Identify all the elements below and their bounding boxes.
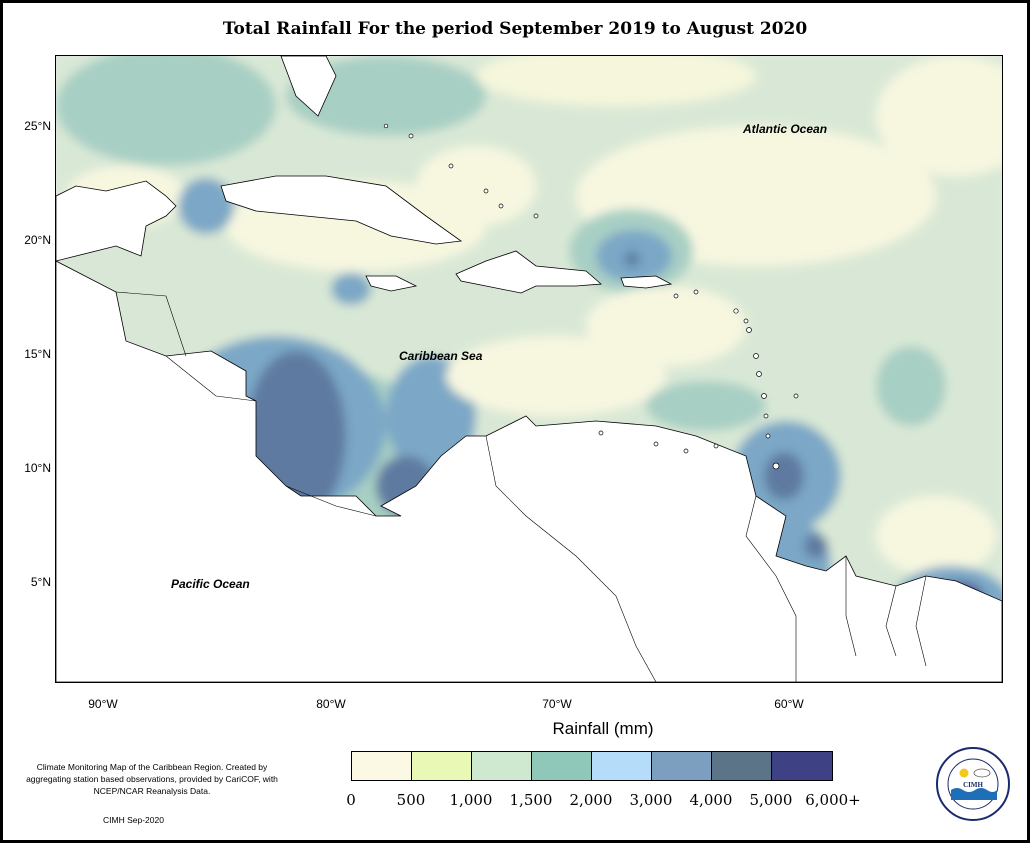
caribbean-sea-label: Caribbean Sea [399, 349, 483, 363]
country-borders [115, 291, 927, 682]
logo-text: CIMH [963, 781, 983, 789]
lat-label-15n: 15°N [24, 347, 51, 361]
legend-tick-1500: 1,500 [509, 791, 553, 809]
lat-label-10n: 10°N [24, 461, 51, 475]
rainfall-map [56, 56, 1002, 682]
map-title: Total Rainfall For the period September … [222, 19, 808, 39]
lesser-antilles [383, 123, 799, 470]
map-frame [55, 55, 1003, 683]
lon-label-90w: 90°W [88, 697, 118, 711]
water-icon [951, 788, 997, 800]
lat-label-5n: 5°N [30, 575, 51, 589]
legend-tick-2000: 2,000 [569, 791, 613, 809]
legend-swatch-3 [472, 752, 532, 780]
legend-swatch-5 [592, 752, 652, 780]
legend-tick-4000: 4,000 [689, 791, 733, 809]
legend-swatch-1 [352, 752, 412, 780]
legend-tick-500: 500 [396, 791, 426, 809]
legend-title: Rainfall (mm) [552, 719, 654, 738]
pacific-ocean-label: Pacific Ocean [171, 577, 250, 591]
cloud-icon [973, 768, 991, 778]
cimh-logo: CIMH [936, 747, 1010, 821]
lon-label-80w: 80°W [316, 697, 346, 711]
legend-swatch-6 [652, 752, 712, 780]
legend-tick-1000: 1,000 [449, 791, 493, 809]
land-masses [56, 56, 1002, 682]
lon-label-70w: 70°W [542, 697, 572, 711]
atlantic-ocean-label: Atlantic Ocean [743, 122, 828, 136]
sun-icon [959, 768, 969, 778]
lat-label-25n: 25°N [24, 119, 51, 133]
credit-date: CIMH Sep-2020 [103, 815, 164, 825]
legend-swatch-7 [712, 752, 772, 780]
legend-tick-6000: 6,000+ [805, 791, 861, 809]
lon-label-60w: 60°W [774, 697, 804, 711]
legend-swatch-4 [532, 752, 592, 780]
legend-colorbar [351, 751, 833, 781]
credit-text: Climate Monitoring Map of the Caribbean … [26, 762, 278, 796]
legend-swatch-8 [772, 752, 832, 780]
legend-tick-5000: 5,000 [749, 791, 793, 809]
legend-tick-3000: 3,000 [629, 791, 673, 809]
lat-label-20n: 20°N [24, 233, 51, 247]
legend-tick-0: 0 [346, 791, 356, 809]
legend-swatch-2 [412, 752, 472, 780]
